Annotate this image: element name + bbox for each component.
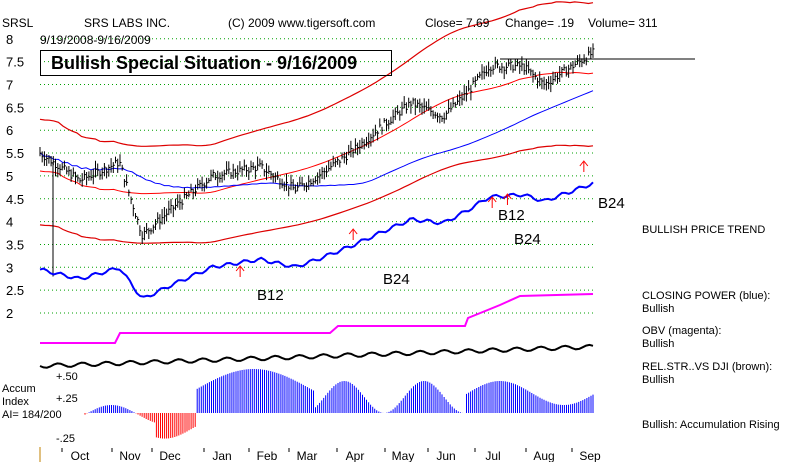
y-tick-label: 6: [6, 123, 13, 138]
volume-label: Volume= 311: [588, 16, 658, 30]
lower-band: [39, 144, 594, 244]
obv-label: OBV (magenta):: [642, 325, 722, 337]
x-tick-label: Jul: [485, 449, 500, 462]
y-tick-label: 5.5: [6, 146, 24, 161]
y-tick-label: 7.5: [6, 55, 24, 70]
y-tick-label: 4: [6, 215, 13, 230]
x-tick-label: Apr: [346, 449, 365, 462]
y-tick-label: 3.5: [6, 237, 24, 252]
chart-title: Bullish Special Situation - 9/16/2009: [40, 50, 392, 76]
y-tick-label: 2.5: [6, 283, 24, 298]
rel-strength-label: REL.STR..VS DJI (brown):: [642, 361, 773, 373]
company-name: SRS LABS INC.: [84, 16, 171, 30]
x-tick-label: Mar: [297, 449, 318, 462]
accum-label: Accum: [2, 383, 36, 395]
ai-label: AI= 184/200: [2, 409, 62, 421]
x-tick-label: Sep: [579, 449, 601, 462]
buy-signal-label: B24: [598, 195, 625, 212]
obv-status: Bullish: [642, 338, 675, 350]
buy-signal-label: B12: [498, 207, 525, 224]
source-label: (C) 2009 www.tigersoft.com: [228, 16, 376, 30]
buy-signal-label: B12: [257, 287, 284, 304]
closing-power-status: Bullish: [642, 303, 675, 315]
buy-signal-arrowhead: [579, 160, 589, 167]
ticker-label: SRSL: [2, 16, 34, 30]
change-label: Change= .19: [505, 16, 575, 30]
x-tick-label: May: [392, 449, 415, 462]
y-tick-label: 4.5: [6, 192, 24, 207]
x-tick-label: Feb: [257, 449, 278, 462]
x-tick-label: Jun: [436, 449, 455, 462]
x-tick-label: Dec: [159, 449, 180, 462]
close-label: Close= 7.69: [425, 16, 490, 30]
buy-signal-label: B24: [383, 271, 410, 288]
accum-tick-label: +.25: [56, 393, 78, 405]
y-tick-label: 6.5: [6, 100, 24, 115]
accum-index-label: Index: [2, 396, 29, 408]
buy-signal-arrowhead: [348, 228, 358, 235]
y-tick-label: 3: [6, 260, 13, 275]
closing-power-line: [39, 181, 594, 298]
x-tick-label: Aug: [533, 449, 554, 462]
y-tick-label: 5: [6, 169, 13, 184]
upper-band: [39, 1, 594, 147]
y-tick-label: 2: [6, 306, 13, 321]
y-tick-label: 7: [6, 78, 13, 93]
short-moving-average: [39, 71, 594, 195]
trend-label: BULLISH PRICE TREND: [642, 224, 766, 236]
rel-strength-status: Bullish: [642, 374, 675, 386]
accum-status: Bullish: Accumulation Rising: [642, 419, 780, 431]
date-range: 9/19/2008-9/16/2009: [40, 33, 151, 47]
buy-signal-arrowhead: [235, 265, 245, 272]
x-tick-label: Nov: [119, 449, 140, 462]
buy-signal-arrowhead: [503, 193, 512, 200]
buy-signal-label: B24: [514, 231, 541, 248]
buy-signal-arrowhead: [487, 196, 497, 203]
closing-power-label: CLOSING POWER (blue):: [642, 290, 771, 302]
rel-strength-line: [39, 343, 594, 369]
y-tick-label: 8: [6, 32, 13, 47]
x-tick-label: Jan: [212, 449, 231, 462]
accum-tick-label: -.25: [56, 433, 75, 445]
obv-line: [40, 293, 594, 344]
long-moving-average: [39, 90, 594, 189]
x-tick-label: Oct: [71, 449, 90, 462]
accum-tick-label: +.50: [56, 371, 78, 383]
